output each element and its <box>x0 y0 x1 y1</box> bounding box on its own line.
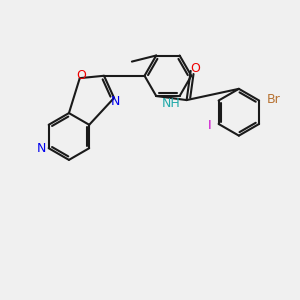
Text: Br: Br <box>267 93 280 106</box>
Text: O: O <box>76 69 86 82</box>
Text: N: N <box>111 95 120 108</box>
Text: O: O <box>190 62 200 75</box>
Text: I: I <box>207 119 211 132</box>
Text: N: N <box>37 142 46 155</box>
Text: NH: NH <box>162 97 181 110</box>
